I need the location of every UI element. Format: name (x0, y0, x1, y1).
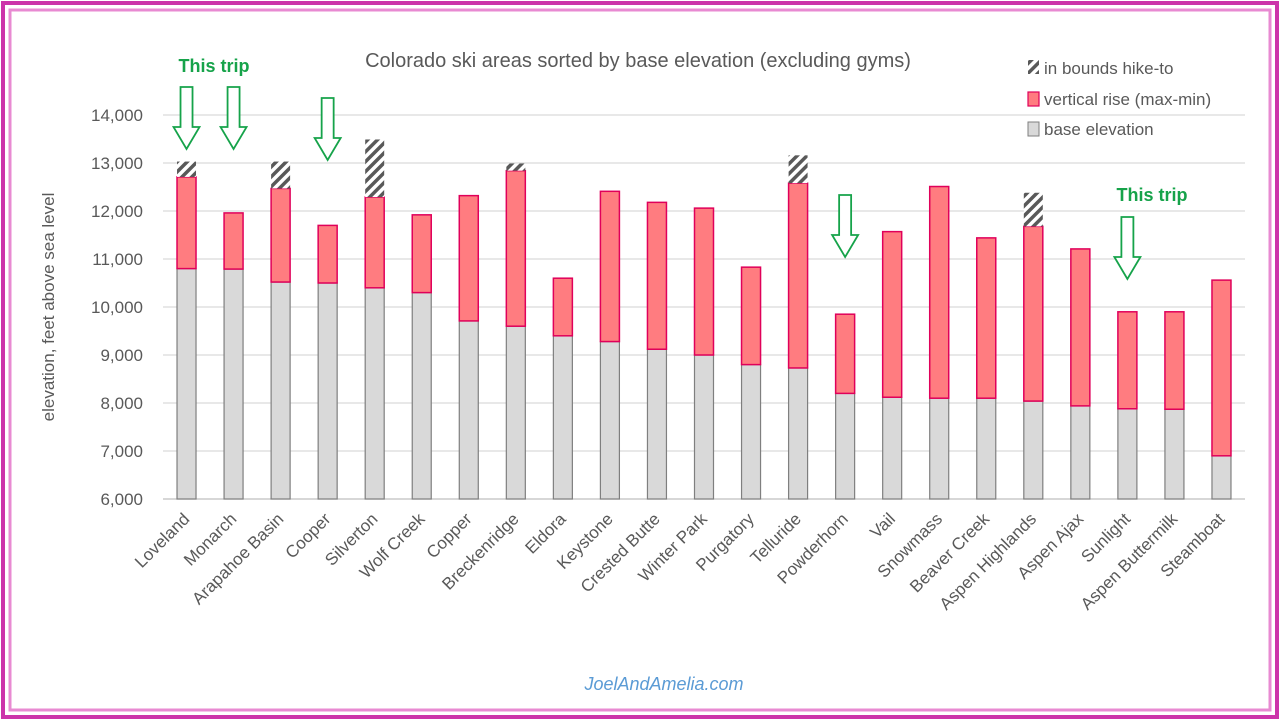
bar-base-snowmass (929, 397, 950, 500)
credit-text: JoelAndAmelia.com (583, 674, 743, 694)
bar-base-aspen-ajax (1070, 405, 1091, 500)
bar-hike-breckenridge (506, 163, 526, 171)
bar-base-crested-butte (646, 348, 668, 500)
trip-arrow-sunlight-icon (1112, 216, 1142, 281)
annotation-this-trip-right: This trip (1117, 185, 1188, 205)
bar-rise-aspen-ajax (1070, 248, 1091, 407)
bar-base-steamboat (1211, 455, 1232, 500)
bar-hike-silverton (365, 139, 385, 198)
y-tick-label: 7,000 (100, 442, 143, 461)
y-tick-label: 9,000 (100, 346, 143, 365)
y-tick-label: 6,000 (100, 490, 143, 509)
frame-inner (8, 8, 1272, 712)
bar-base-loveland (176, 268, 197, 500)
y-tick-label: 11,000 (92, 250, 143, 269)
y-axis-label: elevation, feet above sea level (39, 193, 58, 422)
bar-rise-eldora (552, 277, 574, 337)
bar-base-vail (882, 396, 903, 500)
bar-base-telluride (787, 367, 809, 500)
bar-base-wolf-creek (411, 292, 432, 500)
y-tick-label: 13,000 (91, 154, 143, 173)
bar-rise-telluride (787, 182, 809, 369)
y-tick-label: 10,000 (91, 298, 143, 317)
bar-rise-purgatory (740, 266, 762, 366)
bar-rise-sunlight (1117, 311, 1138, 410)
bar-rise-beaver-creek (976, 237, 997, 399)
y-tick-label: 8,000 (100, 394, 143, 413)
bar-base-cooper (317, 282, 338, 500)
bar-base-monarch (223, 268, 244, 500)
bar-base-breckenridge (505, 325, 526, 500)
annotation-this-trip-left: This trip (179, 56, 250, 76)
trip-arrows (171, 86, 1142, 281)
bar-rise-arapahoe-basin (270, 187, 291, 283)
bar-base-aspen-buttermilk (1164, 408, 1185, 500)
bar-base-beaver-creek (976, 397, 997, 500)
bar-base-powderhorn (835, 392, 856, 500)
bar-rise-loveland (176, 176, 197, 270)
bar-rise-aspen-highlands (1023, 225, 1044, 402)
legend-label-vertical-rise: vertical rise (max-min) (1044, 90, 1211, 109)
bar-rise-copper (458, 194, 480, 322)
bar-rise-aspen-buttermilk (1164, 311, 1185, 410)
chart-title: Colorado ski areas sorted by base elevat… (365, 50, 911, 72)
bar-base-aspen-highlands (1023, 400, 1044, 500)
bars (176, 139, 1232, 500)
bar-base-winter-park (693, 354, 715, 500)
bar-base-silverton (364, 287, 385, 500)
y-tick-label: 14,000 (91, 106, 143, 125)
legend-swatch-base (1027, 121, 1040, 137)
legend-swatch-hike-to (1028, 60, 1039, 74)
bar-base-eldora (552, 335, 573, 500)
bar-rise-crested-butte (646, 201, 668, 350)
bar-rise-breckenridge (505, 169, 527, 327)
bar-rise-monarch (223, 212, 244, 270)
legend-label-base: base elevation (1044, 120, 1154, 139)
bar-rise-wolf-creek (411, 214, 432, 294)
bar-base-sunlight (1117, 408, 1138, 500)
bar-hike-arapahoe-basin (271, 161, 291, 189)
legend: in bounds hike-to vertical rise (max-min… (1027, 59, 1211, 139)
bar-hike-loveland (177, 161, 197, 177)
bar-rise-vail (881, 230, 903, 398)
bar-base-copper (458, 320, 479, 500)
y-axis-ticks: 6,000 7,000 8,000 9,000 10,000 11,000 12,000 13… (91, 106, 143, 509)
bar-hike-aspen-highlands (1023, 192, 1043, 227)
trip-arrow-loveland-icon (171, 86, 202, 151)
bar-rise-silverton (364, 196, 385, 289)
bar-base-arapahoe-basin (270, 281, 291, 500)
trip-arrow-monarch-icon (218, 86, 249, 151)
trip-arrow-powderhorn-icon (830, 194, 860, 259)
bar-rise-snowmass (928, 185, 950, 399)
x-tick-label-vail: Vail (866, 509, 899, 542)
bar-rise-winter-park (693, 207, 715, 356)
x-tick-label-loveland: Loveland (131, 509, 193, 571)
bar-hike-telluride (788, 155, 808, 184)
legend-label-hike-to: in bounds hike-to (1044, 59, 1173, 78)
bar-rise-powderhorn (834, 313, 856, 395)
bar-rise-cooper (317, 224, 338, 284)
trip-arrow-cooper-icon (313, 97, 343, 162)
bar-rise-steamboat (1211, 279, 1232, 457)
legend-swatch-vertical-rise (1027, 91, 1040, 107)
bar-rise-keystone (599, 190, 621, 343)
y-tick-label: 12,000 (91, 202, 143, 221)
bar-base-keystone (599, 340, 621, 500)
bar-base-purgatory (740, 364, 762, 500)
